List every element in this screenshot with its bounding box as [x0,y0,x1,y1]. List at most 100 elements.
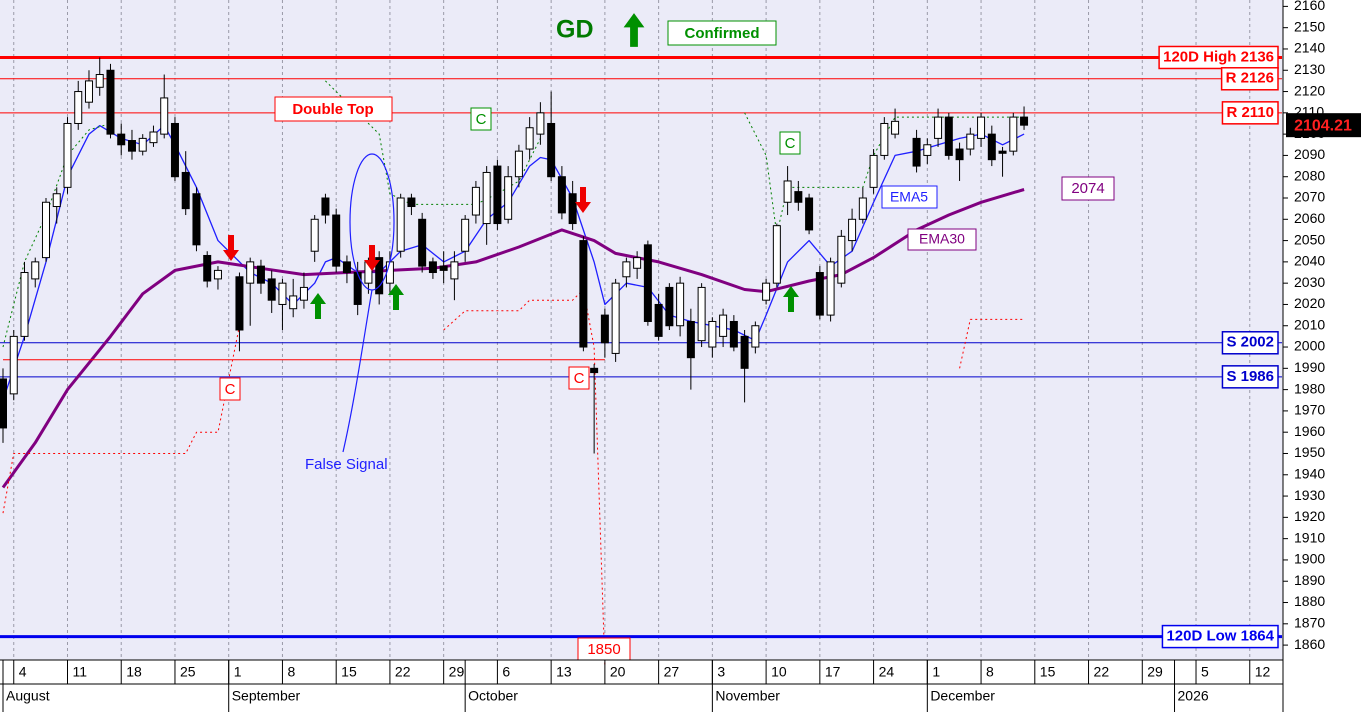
level-layer [0,55,1282,639]
candle-body [299,286,308,301]
month-label: September [232,688,301,704]
x-tick-label: 1 [932,664,940,680]
x-tick-label: 18 [126,664,142,680]
candle-body [407,197,416,208]
candle-body [181,171,190,210]
y-tick-label: 2160 [1294,0,1325,13]
candle-body [127,140,136,152]
last-price-label: 2104.21 [1294,117,1352,134]
level-label-box [1158,45,1279,70]
level-label-box [1221,331,1279,355]
x-tick-label: 25 [180,664,196,680]
month-label: August [6,688,50,704]
y-tick-label: 2080 [1294,167,1325,183]
month-label: 2026 [1178,688,1209,704]
y-tick-label: 2000 [1294,338,1325,354]
level-label-box [1220,67,1279,91]
candle-body [95,74,104,88]
candle-body [450,261,459,280]
candle-body [289,295,298,310]
x-tick-label: 13 [556,664,572,680]
plot-background [0,0,1283,660]
candle-body [353,272,362,305]
month-label: December [930,688,995,704]
candle-body [751,325,760,348]
candle-body [783,180,792,203]
x-tick-label: 1 [234,664,242,680]
candle-body [547,122,556,178]
candle-body [837,235,846,284]
candle-body [977,116,986,139]
grid-layer [13,0,1251,660]
y-tick-label: 2020 [1294,295,1325,311]
candle-body [461,218,470,252]
y-tick-label: 1950 [1294,444,1325,460]
y-tick-label: 2130 [1294,61,1325,77]
candle-body [375,257,384,295]
candle-body [676,282,685,327]
candle-body [622,261,631,278]
y-tick-label: 1980 [1294,380,1325,396]
candle-body [536,112,545,135]
candle-body [385,261,394,284]
x-tick-label: 20 [610,664,626,680]
candle-body [278,282,287,305]
candle-body [880,122,889,156]
candle-body [310,218,319,252]
candle-body [815,272,824,316]
candle-body [869,154,878,188]
y-tick-label: 1890 [1294,572,1325,588]
stop-line [2,289,1025,667]
candle-body [633,257,642,269]
candle-body [31,261,40,280]
x-tick-label: 29 [1147,664,1163,680]
c-mark: C [574,370,585,387]
x-tick-label: 17 [825,664,841,680]
candle-body [697,286,706,342]
candle-body [772,225,781,284]
candle-body [891,120,900,135]
confirmed-box [667,20,777,46]
candle-body [611,282,620,354]
candle-body [654,303,663,337]
c-mark-box [470,107,492,131]
candle-body [805,197,814,231]
x-tick-label: 24 [879,664,895,680]
x-tick-label: 11 [72,664,87,680]
level-label: S 2002 [1226,334,1274,351]
candle-body [987,133,996,161]
y-tick-label: 1970 [1294,402,1325,418]
ema30-end-box [1061,176,1115,201]
x-tick-label: 3 [717,664,725,680]
y-tick-label: 2140 [1294,40,1325,56]
x-tick-label: 15 [341,664,357,680]
y-tick-label: 2070 [1294,189,1325,205]
candle-body [439,265,448,271]
candle-body [998,150,1007,154]
candle-body [160,97,169,135]
candle-body [740,335,749,369]
candle-body [665,286,674,327]
c-mark-box [779,131,801,155]
candle-body [9,335,18,395]
candle-body [235,276,244,331]
y-tick-label: 1920 [1294,508,1325,524]
candle-body [267,278,276,301]
candle-body [1009,116,1018,152]
x-tick-label: 15 [1040,664,1056,680]
false-signal-label: False Signal [305,456,388,473]
y-tick-label: 1930 [1294,487,1325,503]
y-tick-label: 1900 [1294,551,1325,567]
false-signal-pointer [342,289,373,453]
candle-body [590,367,599,374]
candle-body [213,269,222,280]
y-tick-label: 2120 [1294,82,1325,98]
candle-body [826,261,835,316]
candle-body [858,197,867,220]
candle-body [138,137,147,152]
candle-body [74,91,83,124]
x-tick-label: 8 [287,664,295,680]
x-tick-label: 4 [19,664,27,680]
